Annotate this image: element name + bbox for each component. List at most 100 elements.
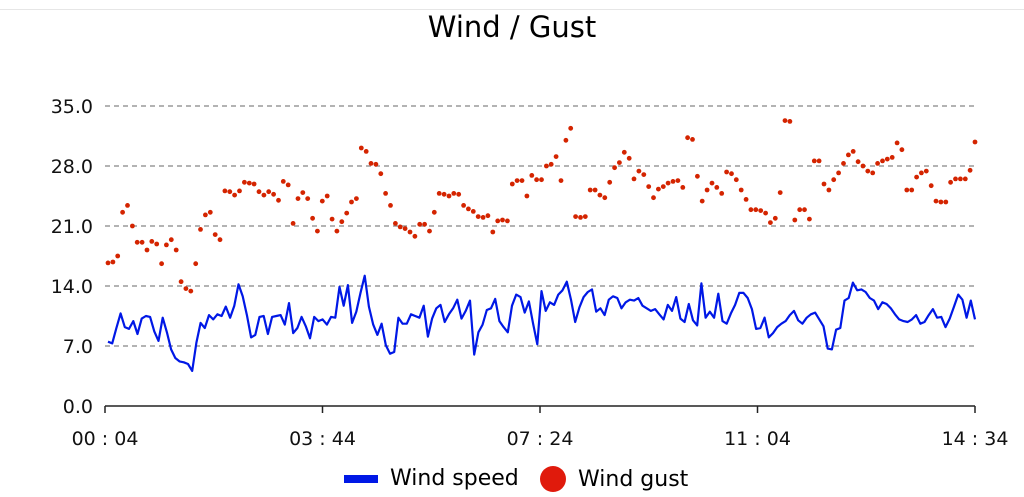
wind-gust-point — [675, 178, 681, 184]
wind-gust-point — [641, 172, 647, 178]
wind-gust-point — [714, 185, 720, 190]
wind-gust-point — [373, 161, 379, 167]
wind-gust-point — [505, 218, 510, 224]
wind-gust-point — [427, 228, 432, 234]
wind-gust-point — [412, 233, 418, 239]
wind-gust-point — [870, 170, 876, 176]
wind-gust-point — [563, 137, 569, 143]
wind-gust-point — [456, 191, 462, 197]
wind-gust-point — [699, 198, 705, 204]
wind-gust-point — [787, 119, 793, 124]
wind-gust-point — [295, 196, 301, 202]
wind-gust-point — [573, 214, 578, 220]
chart-title: Wind / Gust — [427, 10, 597, 44]
wind-gust-point — [841, 161, 846, 166]
wind-gust-point — [198, 227, 203, 232]
wind-gust-point — [368, 161, 374, 166]
wind-gust-point — [836, 170, 841, 176]
legend-item-wind-speed[interactable]: Wind speed — [344, 466, 519, 491]
wind-gust-point — [724, 169, 729, 175]
wind-gust-point — [378, 171, 384, 177]
wind-gust-point — [651, 195, 656, 201]
wind-gust-point — [329, 216, 335, 222]
wind-gust-point — [431, 209, 437, 215]
wind-gust-point — [948, 179, 953, 185]
wind-gust-point — [393, 221, 398, 226]
wind-gust-point — [967, 167, 973, 173]
top-divider — [0, 9, 1024, 10]
wind-gust-point — [782, 118, 788, 123]
wind-gust-point — [568, 125, 574, 131]
wind-gust-point — [495, 218, 501, 224]
wind-gust-point — [383, 191, 388, 196]
wind-gust-point — [548, 161, 554, 167]
y-tick-label: 14.0 — [51, 276, 93, 298]
wind-gust-point — [860, 163, 866, 169]
wind-gust-point — [811, 158, 817, 164]
y-tick-label: 7.0 — [63, 336, 93, 358]
wind-gust-point — [178, 279, 184, 285]
grid-lines — [105, 105, 975, 347]
wind-gust-point — [602, 195, 608, 201]
wind-gust-point — [466, 206, 471, 212]
wind-gust-point — [928, 183, 934, 189]
wind-gust-point — [709, 180, 715, 186]
wind-gust-point — [271, 191, 276, 197]
wind-gust-point — [607, 179, 613, 185]
wind-gust-point — [388, 203, 393, 208]
wind-gust-point — [500, 217, 505, 223]
wind-gust-point — [115, 253, 121, 259]
wind-gust-point — [315, 228, 320, 234]
wind-gust-point — [212, 232, 218, 238]
wind-gust-point — [777, 190, 783, 196]
legend-item-wind-gust[interactable]: Wind gust — [540, 466, 688, 492]
wind-gust-point — [105, 260, 111, 266]
y-tick-label: 35.0 — [51, 96, 93, 118]
wind-gust-point — [914, 174, 919, 180]
wind-gust-point — [719, 191, 725, 196]
wind-gust-point — [188, 288, 194, 294]
wind-gust-point — [183, 286, 189, 291]
wind-gust-point — [665, 180, 671, 186]
wind-gust-point — [621, 149, 627, 155]
wind-gust-point — [904, 187, 910, 193]
wind-gust-point — [246, 180, 252, 186]
wind-gust-point — [539, 177, 544, 183]
wind-gust-point — [509, 181, 515, 187]
wind-gust-point — [797, 207, 803, 213]
wind-gust-point — [217, 237, 223, 243]
wind-gust-point — [821, 181, 827, 187]
wind-gust-swatch — [540, 466, 566, 492]
wind-gust-point — [397, 224, 403, 230]
wind-gust-point — [407, 229, 413, 235]
wind-gust-point — [578, 215, 583, 220]
y-tick-label: 21.0 — [51, 216, 93, 238]
wind-gust-point — [237, 188, 242, 194]
wind-gust-point — [232, 192, 238, 198]
wind-gust-point — [943, 199, 949, 205]
legend: Wind speed Wind gust — [0, 466, 1024, 496]
wind-gust-point — [139, 239, 145, 245]
wind-gust-point — [582, 214, 588, 220]
wind-gust-point — [962, 176, 968, 182]
x-tick-label: 03 : 44 — [289, 428, 356, 450]
wind-gust-point — [612, 165, 617, 171]
wind-gust-point — [831, 177, 837, 183]
wind-gust-point — [422, 221, 427, 227]
wind-gust-point — [490, 229, 496, 235]
wind-gust-point — [193, 261, 199, 267]
wind-gust-point — [899, 147, 905, 153]
wind-gust-point — [753, 207, 759, 213]
wind-gust-point — [120, 209, 125, 215]
wind-gust-point — [889, 155, 895, 160]
wind-gust-point — [875, 161, 880, 166]
wind-speed-swatch — [344, 474, 378, 483]
wind-gust-point — [855, 159, 861, 165]
legend-label-wind-speed: Wind speed — [390, 466, 519, 491]
wind-gust-point — [110, 259, 116, 265]
wind-gust-point — [354, 196, 359, 202]
wind-gust-point — [149, 239, 155, 244]
wind-gust-point — [592, 187, 598, 193]
wind-gust-point — [544, 163, 549, 169]
